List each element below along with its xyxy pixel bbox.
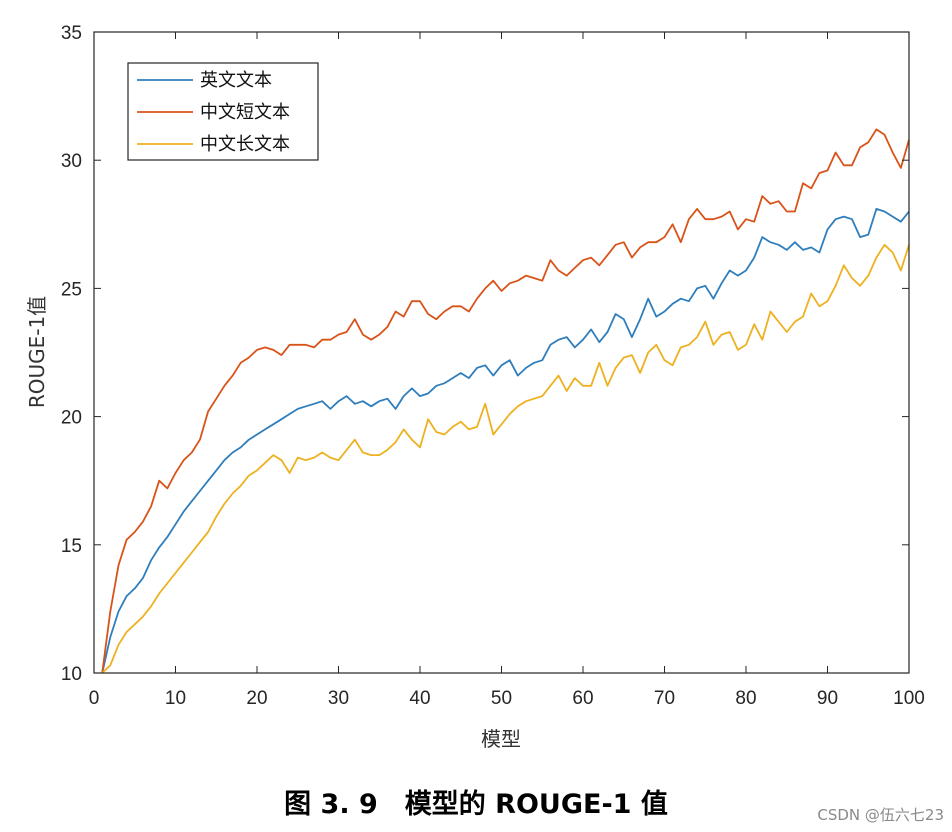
y-axis: 10 15 20 25 30 35 <box>61 23 909 685</box>
y-tick-label: 20 <box>61 408 82 429</box>
legend-label-2: 中文短文本 <box>200 102 290 123</box>
y-tick-label: 10 <box>61 664 82 685</box>
x-tick-label: 60 <box>572 688 593 709</box>
legend-label-3: 中文长文本 <box>200 134 290 155</box>
figure-caption: 图 3. 9 模型的 ROUGE-1 值 <box>284 789 668 820</box>
x-tick-label: 10 <box>165 688 186 709</box>
x-tick-label: 20 <box>246 688 267 709</box>
x-tick-label: 50 <box>491 688 512 709</box>
series-line-2 <box>101 128 910 674</box>
rouge-line-chart: 0 10 20 30 40 50 60 70 80 90 100 10 15 20 25 30 35 模型 R… <box>25 23 925 751</box>
y-tick-label: 30 <box>61 151 82 172</box>
x-axis-title: 模型 <box>481 727 521 751</box>
x-tick-label: 0 <box>89 688 100 709</box>
x-tick-label: 30 <box>328 688 349 709</box>
y-axis-title: ROUGE-1值 <box>25 296 49 408</box>
x-tick-label: 90 <box>817 688 838 709</box>
x-axis: 0 10 20 30 40 50 60 70 80 90 100 <box>89 32 925 709</box>
x-tick-label: 70 <box>654 688 675 709</box>
y-tick-label: 15 <box>61 536 82 557</box>
series-layer <box>101 128 910 674</box>
series-line-1 <box>101 207 910 674</box>
x-tick-label: 80 <box>735 688 756 709</box>
watermark: CSDN @伍六七23 <box>817 806 944 824</box>
series-line-3 <box>101 243 910 674</box>
x-tick-label: 40 <box>409 688 430 709</box>
legend-label-1: 英文文本 <box>200 70 272 91</box>
y-tick-label: 35 <box>61 23 82 44</box>
x-tick-label: 100 <box>893 688 925 709</box>
y-tick-label: 25 <box>61 279 82 300</box>
